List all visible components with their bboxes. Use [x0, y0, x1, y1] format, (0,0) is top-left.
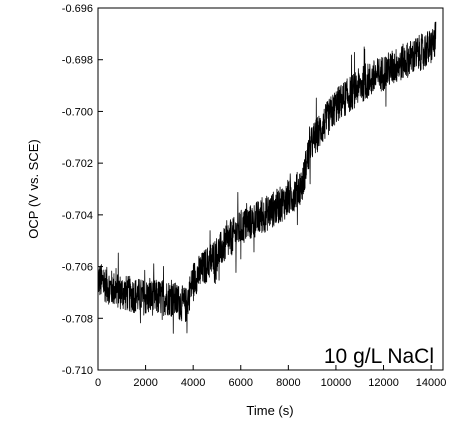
x-tick-label: 2000	[133, 377, 157, 389]
y-axis-title: OCP (V vs. SCE)	[26, 139, 41, 238]
x-tick-label: 8000	[276, 377, 300, 389]
y-tick-label: -0.700	[62, 106, 93, 118]
x-tick-label: 0	[95, 377, 101, 389]
chart-annotation: 10 g/L NaCl	[324, 345, 434, 368]
x-tick-label: 14000	[416, 377, 447, 389]
y-tick-label: -0.710	[62, 365, 93, 377]
x-tick-label: 10000	[321, 377, 352, 389]
x-axis-title: Time (s)	[246, 403, 293, 418]
x-tick-label: 12000	[368, 377, 399, 389]
y-tick-label: -0.702	[62, 158, 93, 170]
y-tick-label: -0.696	[62, 3, 93, 15]
y-tick-label: -0.704	[62, 210, 93, 222]
series-line	[97, 21, 437, 334]
x-axis: 0 2000 4000 6000 8000 10000 12000 14000	[95, 365, 446, 389]
plot-frame	[97, 7, 444, 371]
y-tick-label: -0.706	[62, 262, 93, 274]
x-tick-label: 4000	[181, 377, 205, 389]
y-tick-label: -0.698	[62, 55, 93, 67]
y-axis: -0.696 -0.698 -0.700 -0.702 -0.704 -0.706 -0.7…	[62, 3, 103, 377]
y-tick-label: -0.708	[62, 313, 93, 325]
series-layer	[97, 21, 437, 334]
x-tick-label: 6000	[229, 377, 253, 389]
